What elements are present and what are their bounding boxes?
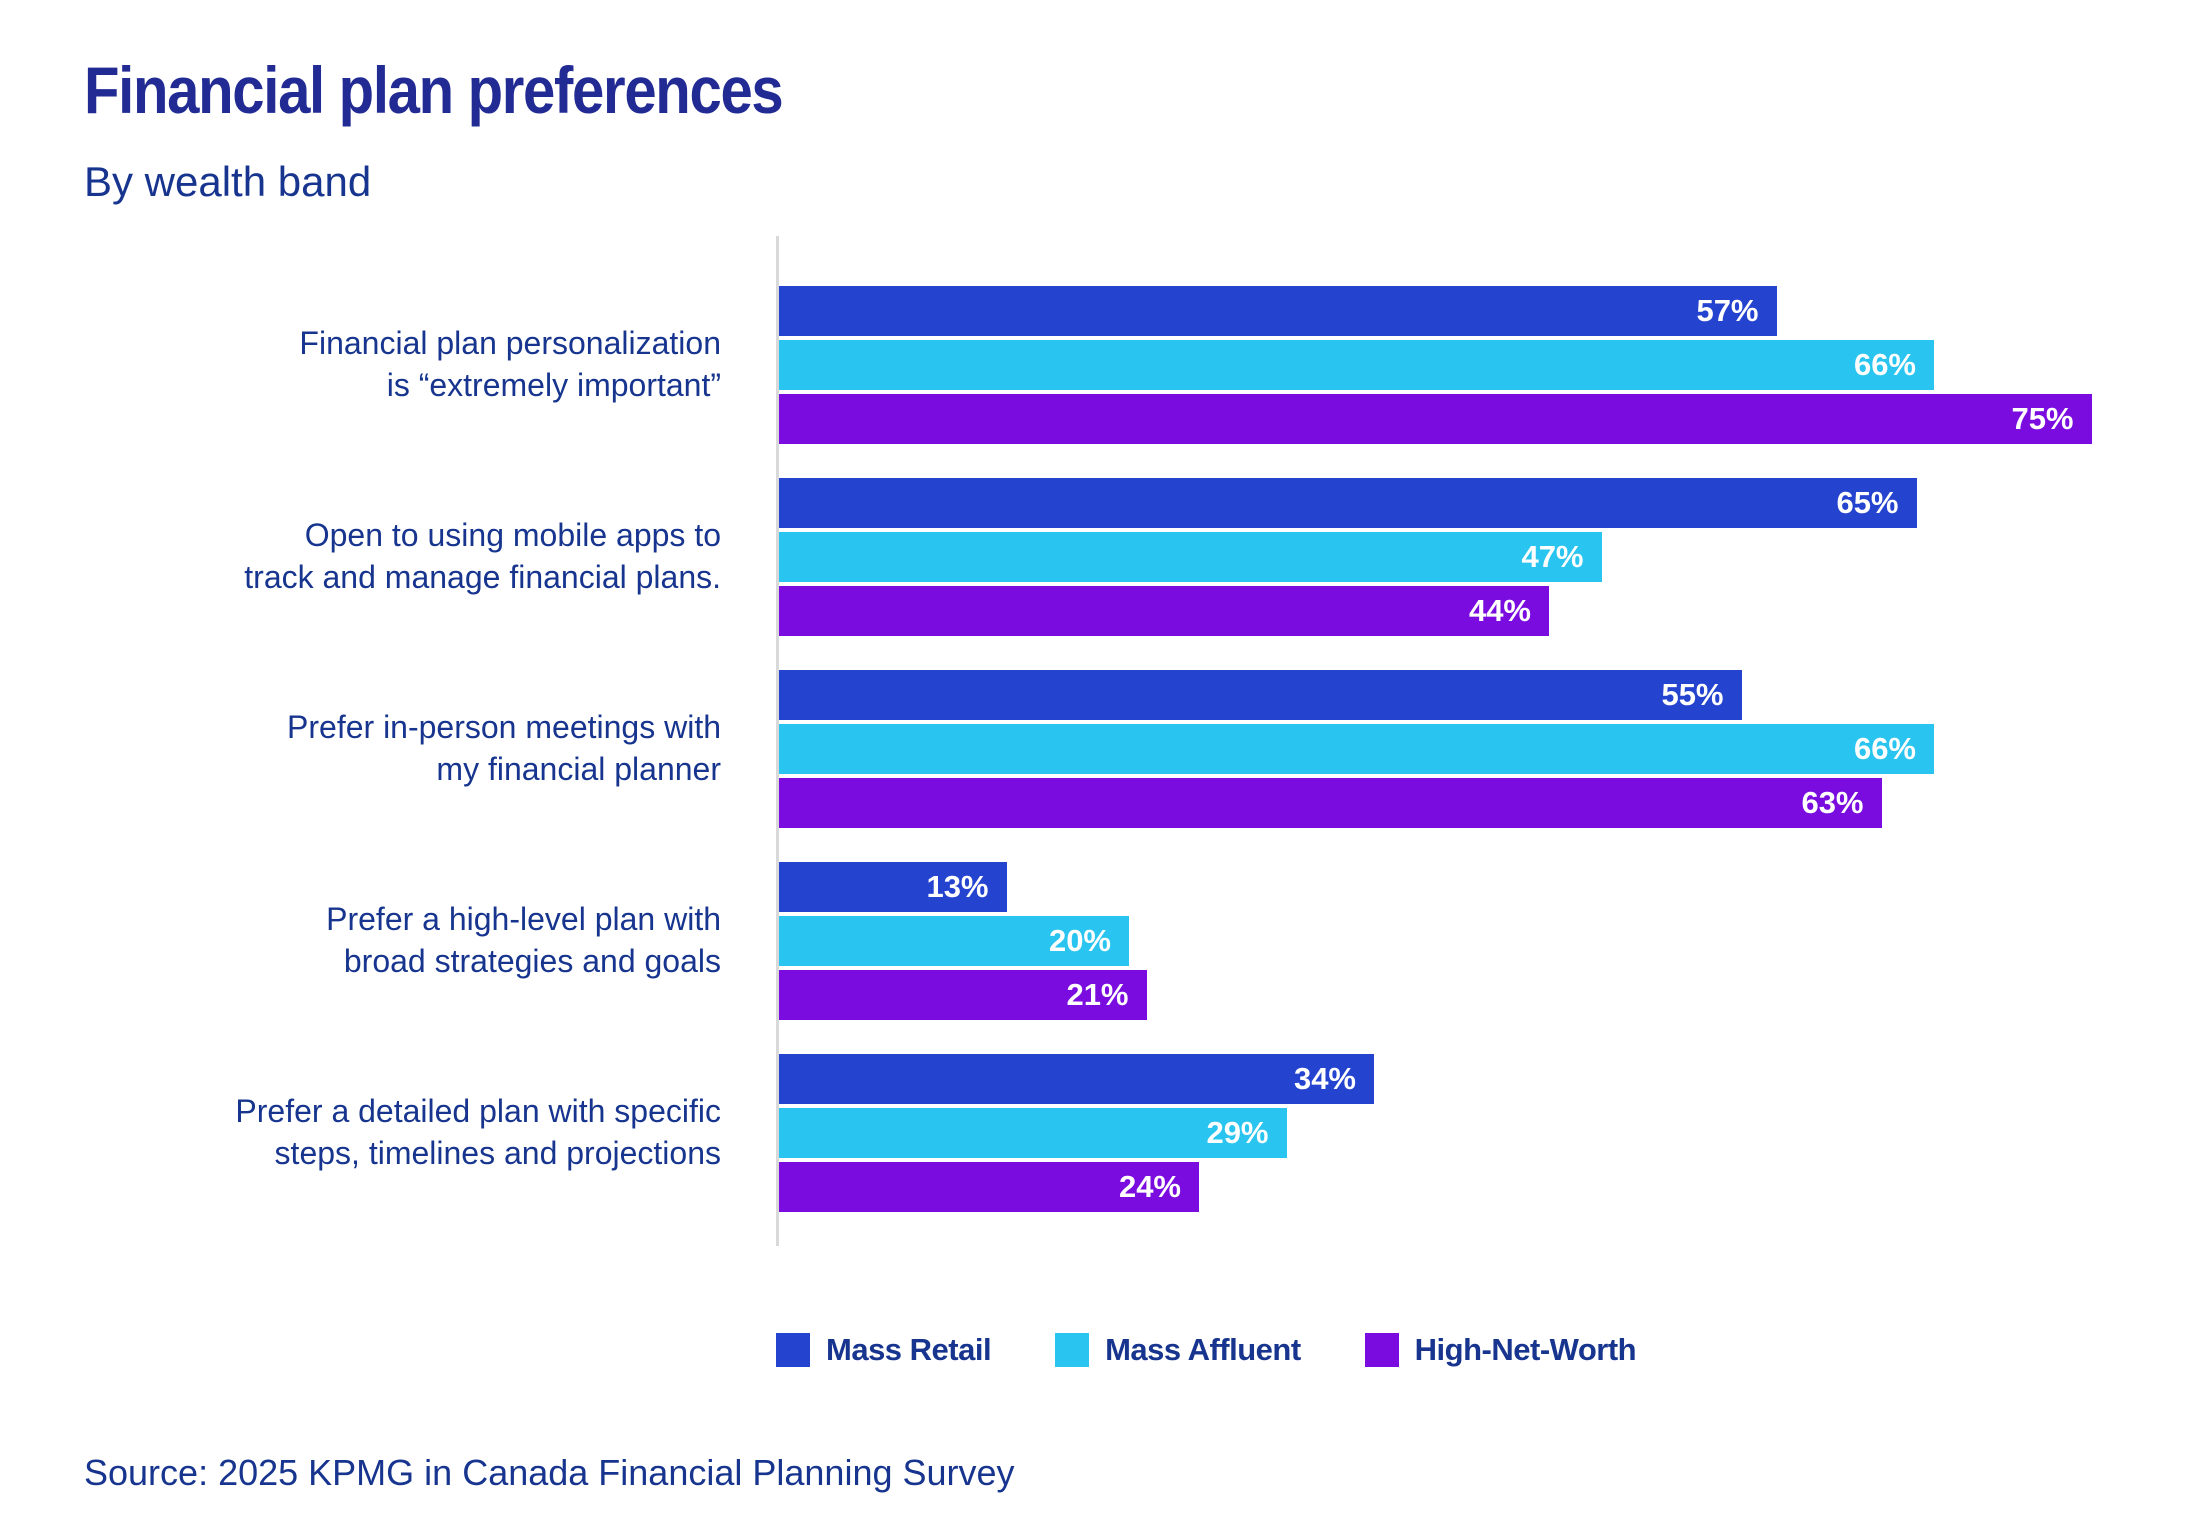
legend-item-mass-affluent: Mass Affluent xyxy=(1055,1332,1301,1368)
bar-high-net-worth: 24% xyxy=(779,1162,1199,1212)
legend-item-high-net-worth: High-Net-Worth xyxy=(1364,1332,1637,1368)
bar-group: Prefer in-person meetings with my financ… xyxy=(0,670,2200,828)
y-axis-line xyxy=(776,236,779,1246)
bar-mass-retail: 57% xyxy=(779,286,1777,336)
bar-mass-retail: 13% xyxy=(779,862,1007,912)
legend-swatch-high-net-worth xyxy=(1364,1333,1399,1367)
bar-mass-affluent: 66% xyxy=(779,340,1934,390)
bar-group: Prefer a detailed plan with specific ste… xyxy=(0,1054,2200,1212)
bar-group: Prefer a high-level plan with broad stra… xyxy=(0,862,2200,1020)
bar-chart: Financial plan personalization is “extre… xyxy=(0,286,2200,1246)
bar-value-label: 44% xyxy=(1468,593,1531,628)
bar-stack: 57% 66% 75% xyxy=(779,286,2092,444)
bar-value-label: 75% xyxy=(2011,401,2074,436)
bar-value-label: 47% xyxy=(1521,539,1584,574)
bar-high-net-worth: 21% xyxy=(779,970,1147,1020)
bar-mass-retail: 34% xyxy=(779,1054,1374,1104)
bar-value-label: 66% xyxy=(1853,347,1916,382)
category-label: Financial plan personalization is “extre… xyxy=(299,325,721,403)
source-note: Source: 2025 KPMG in Canada Financial Pl… xyxy=(84,1452,1015,1493)
bar-mass-affluent: 20% xyxy=(779,916,1129,966)
bar-value-label: 13% xyxy=(926,869,989,904)
legend-label: Mass Affluent xyxy=(1105,1332,1301,1367)
bar-value-label: 57% xyxy=(1696,293,1759,328)
bar-group: Open to using mobile apps to track and m… xyxy=(0,478,2200,636)
bar-value-label: 66% xyxy=(1853,731,1916,766)
bar-group: Financial plan personalization is “extre… xyxy=(0,286,2200,444)
bar-value-label: 65% xyxy=(1836,485,1899,520)
bar-stack: 55% 66% 63% xyxy=(779,670,1934,828)
bar-value-label: 63% xyxy=(1801,785,1864,820)
bar-mass-affluent: 66% xyxy=(779,724,1934,774)
bar-value-label: 21% xyxy=(1066,977,1129,1012)
bar-high-net-worth: 44% xyxy=(779,586,1549,636)
legend-item-mass-retail: Mass Retail xyxy=(776,1332,992,1368)
category-label: Prefer a detailed plan with specific ste… xyxy=(235,1093,721,1171)
bar-value-label: 34% xyxy=(1293,1061,1356,1096)
bar-stack: 13% 20% 21% xyxy=(779,862,1147,1020)
category-label: Open to using mobile apps to track and m… xyxy=(244,517,721,595)
legend: Mass Retail Mass Affluent High-Net-Worth xyxy=(776,1332,1637,1368)
bar-value-label: 20% xyxy=(1048,923,1111,958)
bar-mass-affluent: 29% xyxy=(779,1108,1287,1158)
chart-subtitle: By wealth band xyxy=(84,158,372,205)
legend-swatch-mass-retail xyxy=(776,1333,810,1367)
bar-mass-retail: 65% xyxy=(779,478,1917,528)
legend-label: Mass Retail xyxy=(826,1332,992,1367)
bar-value-label: 29% xyxy=(1206,1115,1269,1150)
bar-stack: 34% 29% 24% xyxy=(779,1054,1374,1212)
bar-value-label: 24% xyxy=(1118,1169,1181,1204)
legend-label: High-Net-Worth xyxy=(1414,1332,1637,1367)
bar-mass-retail: 55% xyxy=(779,670,1742,720)
bar-high-net-worth: 63% xyxy=(779,778,1882,828)
bar-value-label: 55% xyxy=(1661,677,1724,712)
legend-swatch-mass-affluent xyxy=(1055,1333,1090,1367)
category-label: Prefer in-person meetings with my financ… xyxy=(287,709,721,787)
bar-mass-affluent: 47% xyxy=(779,532,1602,582)
bar-stack: 65% 47% 44% xyxy=(779,478,1917,636)
bar-high-net-worth: 75% xyxy=(779,394,2092,444)
category-label: Prefer a high-level plan with broad stra… xyxy=(326,901,721,979)
chart-title: Financial plan preferences xyxy=(84,53,784,127)
